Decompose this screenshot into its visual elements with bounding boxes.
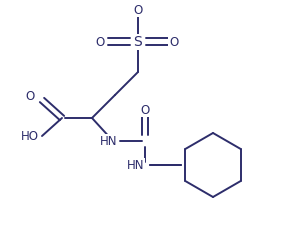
Text: O: O (25, 89, 35, 103)
Text: O: O (140, 104, 149, 117)
Text: O: O (169, 36, 179, 49)
Text: O: O (133, 3, 143, 16)
Text: O: O (95, 36, 105, 49)
Text: HN: HN (126, 159, 144, 172)
Text: S: S (134, 35, 142, 49)
Text: HO: HO (21, 129, 39, 142)
Text: HN: HN (99, 134, 117, 147)
